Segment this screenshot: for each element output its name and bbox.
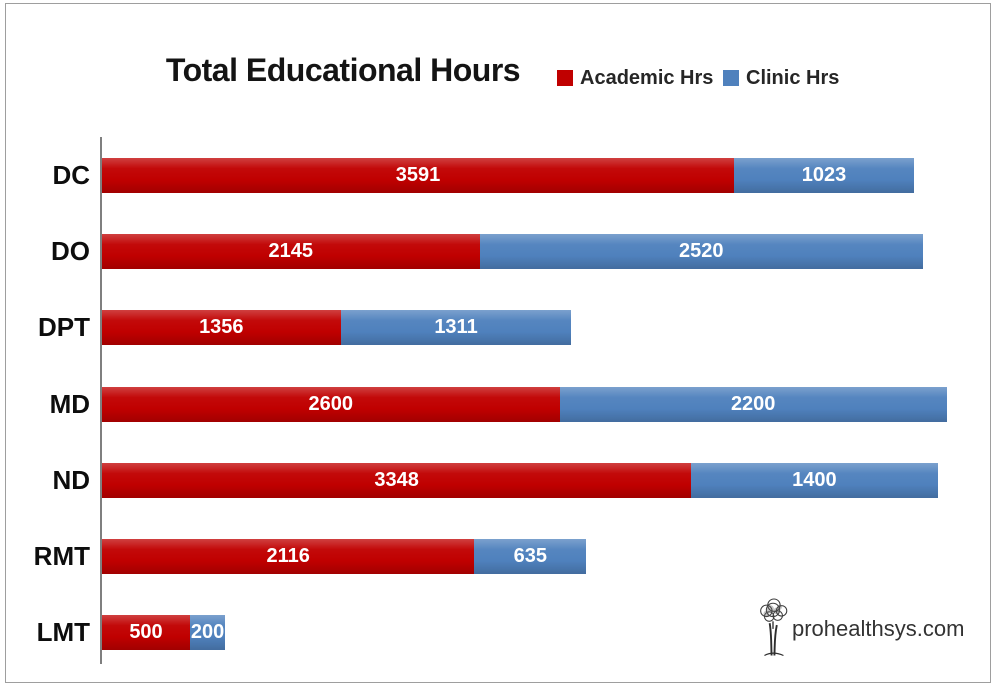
- bar-segment-academic-nd: 3348: [102, 462, 692, 498]
- bar-value-label: 500: [129, 621, 163, 644]
- bar-value-label: 2116: [266, 545, 310, 567]
- plot-area: 3591 1023 2145 2520 1356 1311 2600 2200 3348 1400…: [102, 158, 982, 653]
- brand-logo-text: prohealthsys.com: [792, 616, 965, 641]
- bar-row-do: 2145 2520: [102, 234, 924, 270]
- bar-row-nd: 3348 1400: [102, 462, 939, 498]
- legend-label-academic-hrs: Academic Hrs: [580, 66, 714, 89]
- bar-row-md: 2600 2200: [102, 386, 947, 422]
- bar-row-dc: 3591 1023: [102, 158, 915, 193]
- chart-title: Total Educational Hours: [165, 52, 521, 88]
- tree-icon: [760, 598, 788, 657]
- category-label-dc: DC: [52, 160, 90, 190]
- bar-row-dpt: 1356 1311: [102, 310, 572, 346]
- bar-segment-clinic-do: 2520: [479, 234, 924, 270]
- bar-segment-clinic-nd: 1400: [691, 462, 939, 498]
- bar-value-label: 3591: [395, 164, 441, 186]
- bar-value-label: 2200: [730, 392, 776, 415]
- bar-value-label: 1023: [801, 164, 847, 186]
- bar-segment-academic-rmt: 2116: [102, 539, 475, 574]
- bar-value-label: 3348: [374, 468, 419, 491]
- brand-logo: prohealthsys.com: [752, 594, 988, 666]
- bar-value-label: 1400: [792, 468, 837, 491]
- chart-frame-border: [5, 3, 991, 683]
- bar-value-label: 2145: [268, 240, 314, 263]
- bar-segment-academic-dpt: 1356: [102, 310, 341, 346]
- bar-segment-clinic-dpt: 1311: [340, 310, 572, 346]
- bar-value-label: 635: [513, 545, 547, 567]
- category-label-nd: ND: [52, 464, 90, 495]
- category-label-dpt: DPT: [38, 312, 90, 343]
- bar-segment-clinic-lmt: 200: [190, 615, 226, 651]
- legend-item-clinic: Clinic Hrs: [723, 66, 839, 90]
- bar-value-label: 2600: [308, 392, 354, 415]
- category-label-lmt: LMT: [36, 617, 90, 648]
- bar-segment-academic-dc: 3591: [102, 158, 735, 193]
- bar-segment-clinic-dc: 1023: [734, 158, 915, 193]
- bar-row-lmt: 500 200: [102, 615, 226, 651]
- bar-segment-clinic-rmt: 635: [474, 539, 587, 574]
- bar-segment-academic-do: 2145: [102, 234, 480, 270]
- category-label-md: MD: [49, 388, 90, 419]
- bar-value-label: 1356: [199, 316, 244, 339]
- bar-value-label: 2520: [679, 240, 724, 263]
- legend-item-academic: Academic Hrs: [557, 66, 713, 90]
- category-label-rmt: RMT: [33, 541, 90, 571]
- legend-label-clinic-hrs: Clinic Hrs: [746, 66, 840, 89]
- bar-segment-academic-lmt: 500: [102, 615, 190, 651]
- bar-segment-academic-md: 2600: [102, 386, 560, 422]
- bar-row-rmt: 2116 635: [102, 539, 587, 574]
- legend-swatch-academic-hrs: [557, 70, 573, 86]
- bar-segment-clinic-md: 2200: [559, 386, 947, 422]
- bar-value-label: 200: [190, 621, 225, 644]
- legend-swatch-clinic-hrs: [723, 70, 739, 86]
- y-axis-line: [100, 137, 102, 664]
- bar-value-label: 1311: [434, 316, 478, 339]
- category-label-do: DO: [51, 236, 90, 267]
